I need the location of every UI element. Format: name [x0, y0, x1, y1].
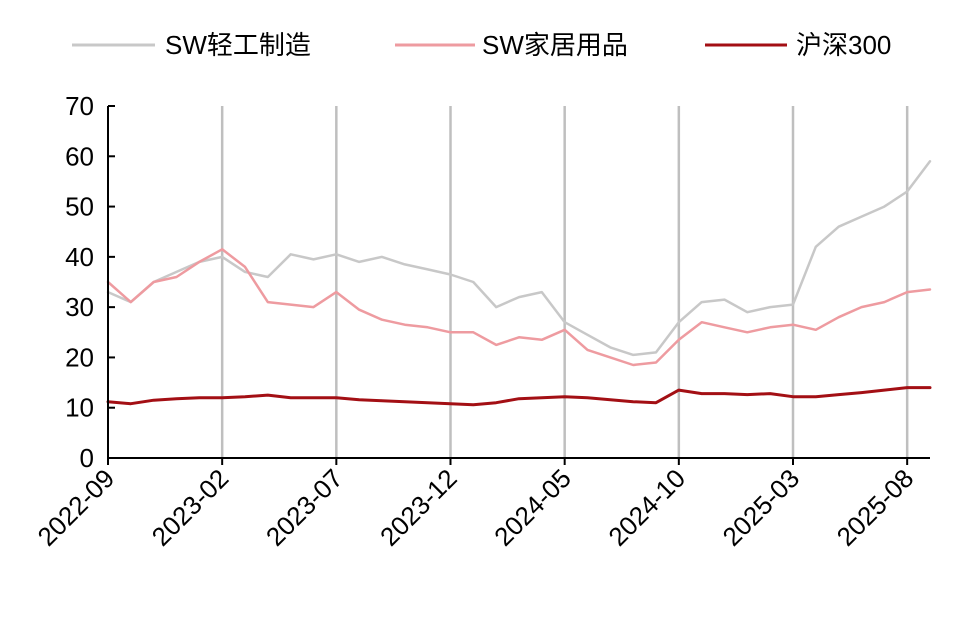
series-line-sw-light-industry: [106, 160, 932, 357]
legend: SW轻工制造 SW家居用品 沪深300: [72, 30, 891, 60]
y-tick-label-20: 20: [65, 342, 94, 372]
y-tick-label-70: 70: [65, 91, 94, 121]
series-line-sw-home-goods: [106, 248, 932, 367]
x-tick-label-2022-09: 2022-09: [32, 463, 121, 552]
y-tick-label-60: 60: [65, 141, 94, 171]
x-tick-label-2025-08: 2025-08: [831, 463, 920, 552]
x-tick-label-2024-10: 2024-10: [602, 463, 691, 552]
x-tick-label-2025-03: 2025-03: [717, 463, 806, 552]
legend-item-sw-home-goods: SW家居用品: [395, 30, 628, 60]
legend-item-sw-light-industry: SW轻工制造: [72, 30, 311, 60]
legend-label-sw-home-goods: SW家居用品: [482, 30, 628, 60]
y-tick-label-40: 40: [65, 242, 94, 272]
vertical-gridlines: [220, 106, 909, 458]
y-tick-label-30: 30: [65, 292, 94, 322]
y-tick-label-50: 50: [65, 192, 94, 222]
y-tick-label-10: 10: [65, 393, 94, 423]
series-line-csi300: [106, 386, 932, 407]
y-axis-ticks: 0 10 20 30 40 50 60 70: [65, 91, 115, 473]
legend-item-csi300: 沪深300: [705, 30, 891, 60]
x-axis: 2022-09 2023-02 2023-07 2023-12 2024-05 2024-…: [32, 457, 930, 552]
legend-label-csi300: 沪深300: [796, 30, 891, 60]
y-axis: 0 10 20 30 40 50 60 70: [65, 91, 115, 473]
x-axis-ticks: 2022-09 2023-02 2023-07 2023-12 2024-05 2024-…: [32, 458, 920, 552]
x-tick-label-2023-07: 2023-07: [260, 463, 349, 552]
series-lines: [106, 160, 932, 407]
legend-label-sw-light-industry: SW轻工制造: [165, 30, 311, 60]
y-tick-label-0: 0: [80, 443, 94, 473]
x-tick-label-2023-12: 2023-12: [374, 463, 463, 552]
x-tick-label-2024-05: 2024-05: [488, 463, 577, 552]
x-tick-label-2023-02: 2023-02: [146, 463, 235, 552]
